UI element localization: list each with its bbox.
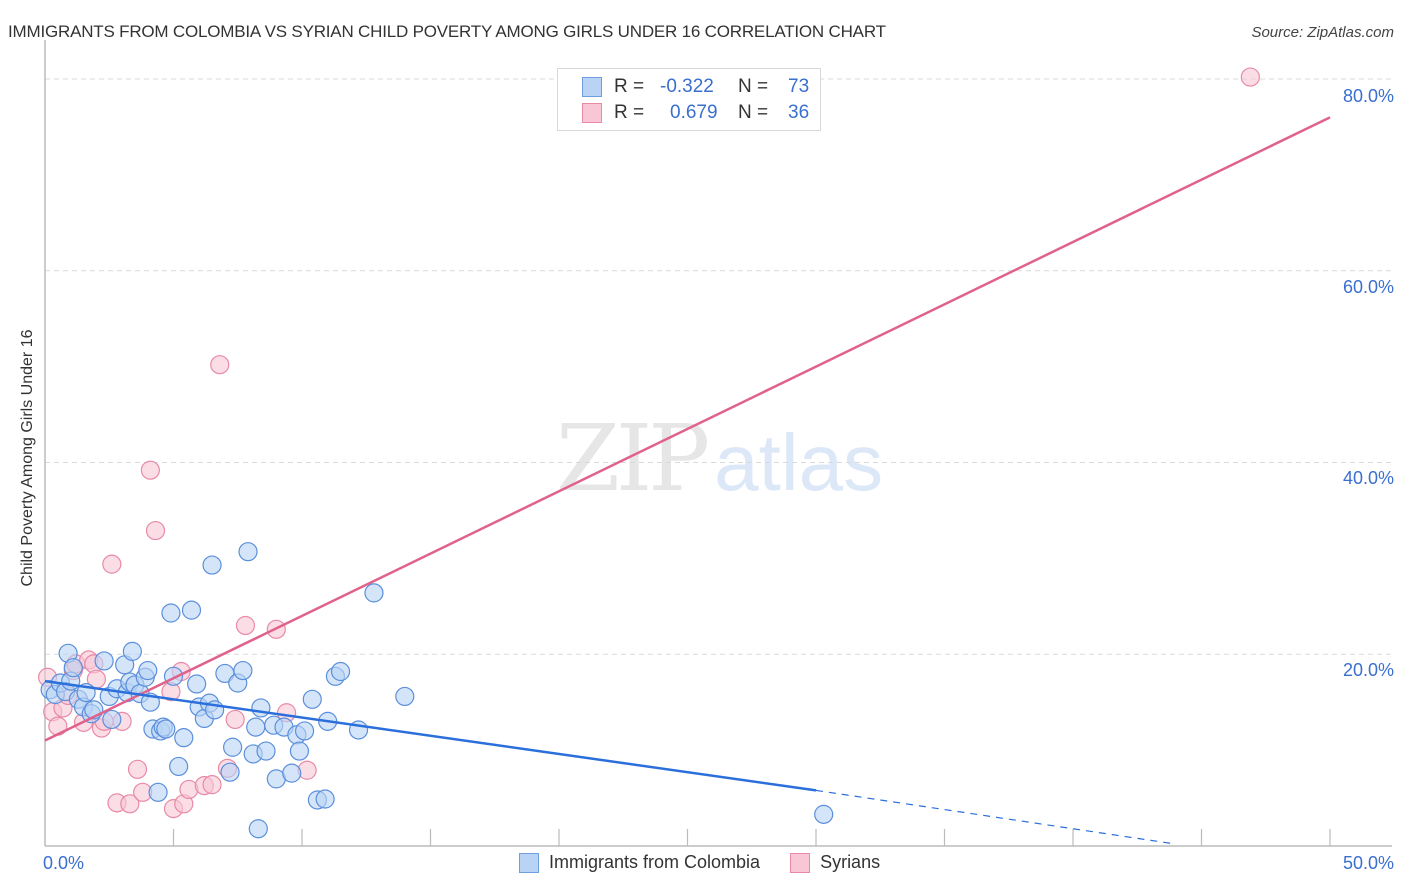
- data-point: [202, 555, 222, 575]
- data-point: [395, 686, 415, 707]
- data-point: [1240, 67, 1260, 87]
- syrians-trendline: [44, 116, 1331, 742]
- series-legend: Immigrants from Colombia Syrians: [519, 852, 910, 873]
- data-point: [302, 689, 322, 709]
- data-point: [246, 717, 266, 737]
- data-point: [140, 460, 160, 480]
- legend-row-colombia: R = -0.322 N = 73: [582, 75, 809, 99]
- data-point: [63, 658, 83, 678]
- data-point: [187, 674, 207, 694]
- data-point: [102, 709, 122, 730]
- data-point: [315, 789, 335, 809]
- data-point: [251, 698, 271, 718]
- data-point: [181, 600, 202, 620]
- data-point: [364, 583, 384, 603]
- r-value: 0.679: [670, 102, 718, 123]
- legend-row-syrians: R = 0.679 N = 36: [582, 101, 809, 125]
- r-label: R =: [614, 76, 645, 97]
- chart-title: IMMIGRANTS FROM COLOMBIA VS SYRIAN CHILD…: [8, 22, 886, 41]
- data-point: [235, 615, 256, 636]
- n-value: 36: [788, 102, 810, 123]
- blue-points: [40, 542, 834, 839]
- data-point: [174, 728, 194, 748]
- data-point: [102, 554, 122, 574]
- data-point: [223, 737, 243, 757]
- y-tick-20: 20.0%: [1342, 660, 1394, 680]
- colombia-trendline-extension: [815, 789, 1176, 845]
- data-point: [220, 762, 240, 782]
- data-point: [814, 804, 834, 824]
- data-point: [256, 741, 276, 761]
- data-point: [248, 819, 268, 839]
- colombia-trendline: [44, 679, 817, 792]
- legend-swatch-pink: [790, 852, 811, 873]
- data-point: [238, 542, 258, 562]
- data-point: [161, 603, 181, 623]
- data-point: [94, 651, 114, 671]
- data-point: [122, 641, 142, 661]
- legend-swatch-blue: [582, 77, 602, 97]
- n-label: N =: [738, 76, 769, 97]
- data-point: [294, 721, 315, 741]
- data-point: [233, 660, 253, 681]
- n-label: N =: [738, 102, 769, 123]
- data-point: [156, 719, 176, 739]
- data-point: [120, 794, 140, 814]
- data-point: [225, 709, 245, 730]
- data-point: [148, 782, 168, 802]
- y-tick-40: 40.0%: [1342, 468, 1394, 488]
- legend-label: Immigrants from Colombia: [549, 852, 761, 872]
- y-tick-80: 80.0%: [1342, 86, 1394, 106]
- legend-item-colombia[interactable]: Immigrants from Colombia: [519, 852, 760, 873]
- legend-swatch-blue: [519, 852, 539, 873]
- y-axis-label: Child Poverty Among Girls Under 16: [19, 329, 36, 587]
- y-tick-60: 60.0%: [1342, 277, 1394, 297]
- x-tick-0: 0.0%: [43, 853, 85, 873]
- data-point: [289, 741, 310, 761]
- r-label: R =: [614, 102, 645, 123]
- stats-legend: R = -0.322 N = 73 R = 0.679 N = 36: [557, 68, 821, 131]
- data-point: [138, 660, 158, 681]
- legend-item-syrians[interactable]: Syrians: [790, 852, 880, 873]
- data-point: [210, 355, 230, 375]
- data-point: [282, 763, 302, 783]
- x-tick-50: 50.0%: [1342, 853, 1394, 873]
- r-value: -0.322: [660, 76, 714, 97]
- data-point: [169, 756, 189, 777]
- data-point: [127, 759, 148, 779]
- legend-label: Syrians: [820, 852, 881, 872]
- data-point: [330, 661, 351, 682]
- source-label: Source: ZipAtlas.com: [1251, 24, 1394, 41]
- data-point: [202, 775, 222, 795]
- n-value: 73: [788, 76, 810, 97]
- legend-swatch-pink: [582, 103, 602, 123]
- data-point: [145, 520, 166, 541]
- gridlines: [45, 78, 1392, 655]
- trendlines: [44, 116, 1331, 845]
